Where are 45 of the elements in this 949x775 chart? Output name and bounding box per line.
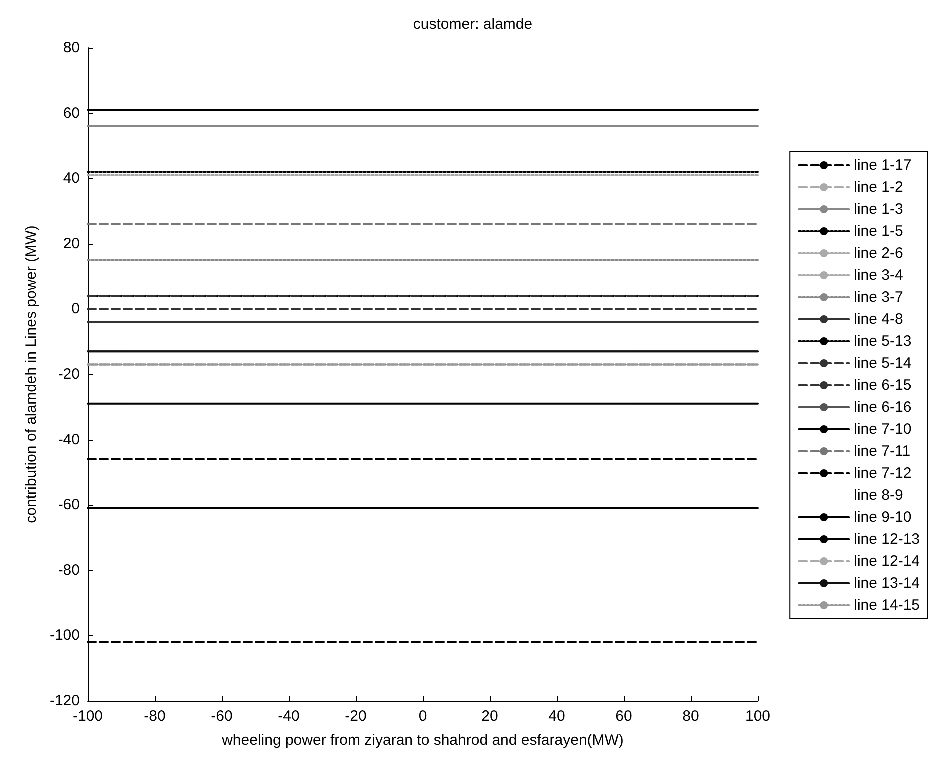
legend-label: line 7-10	[854, 421, 912, 438]
y-tick-label: 80	[63, 40, 80, 56]
y-tick-label: -20	[58, 366, 80, 383]
y-tick-label: -40	[58, 431, 80, 448]
y-axis-title: contribution of alamdeh in Lines power (MW)	[23, 226, 40, 524]
chart-title: customer: alamde	[413, 16, 533, 33]
legend-label: line 12-13	[854, 531, 920, 548]
x-tick-label: 0	[418, 708, 428, 725]
text: line 8-9	[854, 487, 904, 504]
x-axis-title: wheeling power from ziyaran to shahrod and esfarayen(MW)	[221, 732, 624, 749]
legend-label: line 7-11	[854, 443, 911, 460]
legend-label: line 6-15	[854, 377, 912, 394]
y-tick-label: -60	[58, 496, 80, 514]
legend-label: line 1-17	[854, 157, 912, 174]
legend-label: line 6-16	[854, 399, 912, 416]
legend-label: line 2-6	[854, 245, 904, 262]
x-tick-label: -80	[144, 708, 166, 725]
y-tick-label: -80	[58, 562, 80, 579]
x-tick-label: 40	[548, 708, 566, 725]
x-tick-label: 80	[682, 708, 700, 725]
y-tick-label: 60	[63, 104, 80, 122]
legend-label: line 13-14	[854, 575, 920, 592]
legend-label: line 1-2	[854, 179, 904, 196]
legend-label: line 9-10	[854, 509, 912, 526]
x-tick-label: -60	[211, 708, 233, 725]
x-tick-label: -20	[345, 708, 367, 725]
legend-label: line 14-15	[854, 597, 920, 614]
y-tick-label: -100	[50, 627, 80, 644]
x-tick-label: 60	[616, 708, 632, 725]
y-tick-label: 0	[72, 300, 80, 318]
legend-label: line 7-12	[854, 465, 912, 482]
legend-label: line 1-3	[854, 201, 904, 218]
legend-label: line 5-14	[854, 355, 912, 372]
x-tick-label: -40	[278, 708, 300, 725]
x-tick-label: 20	[482, 708, 498, 725]
legend-label: line 3-4	[854, 267, 904, 284]
legend-label: line 4-8	[854, 311, 904, 328]
y-tick-label: 20	[63, 235, 80, 252]
legend-label: line 5-13	[854, 333, 912, 350]
legend-label: line 12-14	[854, 553, 920, 570]
x-tick-label: 100	[745, 708, 771, 725]
legend-label: line 3-7	[854, 289, 904, 306]
legend-label: line 1-5	[854, 223, 904, 240]
y-tick-label: 40	[63, 170, 80, 188]
y-tick-label: -120	[50, 692, 80, 710]
